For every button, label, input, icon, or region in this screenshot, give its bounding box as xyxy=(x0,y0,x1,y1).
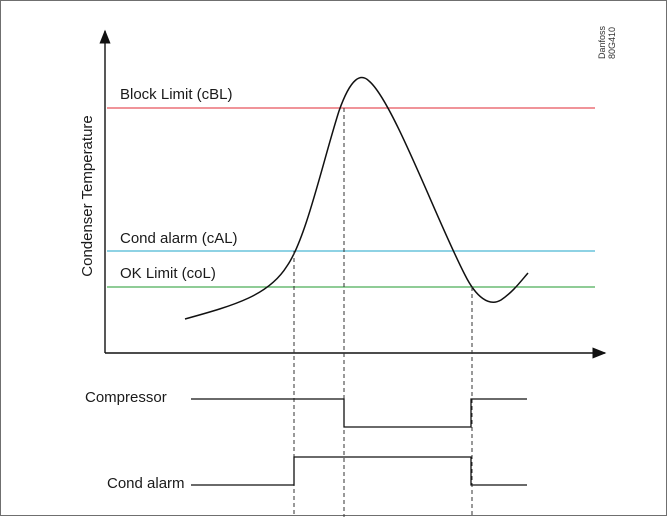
brand-mark: Danfoss 80G410 xyxy=(597,25,617,59)
temperature-curve xyxy=(184,76,529,320)
ok-limit-label: OK Limit (coL) xyxy=(120,265,216,282)
brand-code: 80G410 xyxy=(607,27,617,59)
brand-name: Danfoss xyxy=(597,25,607,59)
cond-alarm-limit-label: Cond alarm (cAL) xyxy=(120,230,238,247)
cond-alarm-signal-trace xyxy=(191,456,527,486)
compressor-signal-label: Compressor xyxy=(85,389,167,406)
block-limit-label: Block Limit (cBL) xyxy=(120,86,233,103)
compressor-signal-trace xyxy=(191,398,527,428)
y-axis-label: Condenser Temperature xyxy=(79,115,96,276)
cond-alarm-signal-label: Cond alarm xyxy=(107,475,185,492)
